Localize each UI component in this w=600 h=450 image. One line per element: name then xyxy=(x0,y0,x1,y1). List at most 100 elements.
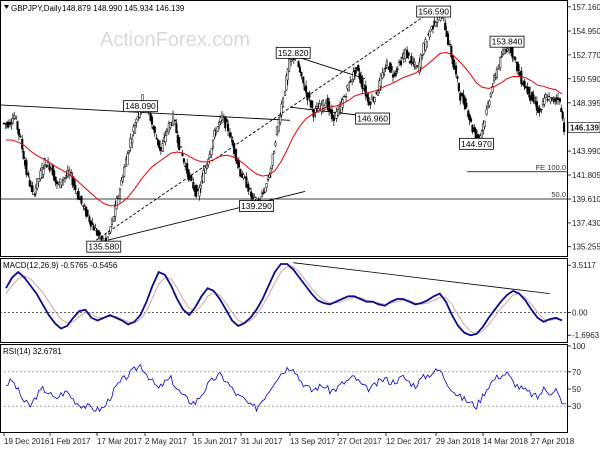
candle xyxy=(550,97,553,100)
price-annotation-box xyxy=(275,46,311,59)
candle xyxy=(153,126,156,134)
candle xyxy=(532,94,535,103)
candle xyxy=(15,117,18,120)
price-axis-label: 148.395 xyxy=(572,99,600,108)
candle xyxy=(343,96,346,98)
candle xyxy=(415,65,418,70)
candle xyxy=(364,85,367,97)
candle xyxy=(385,60,388,66)
candle xyxy=(31,185,34,192)
candle xyxy=(233,143,236,155)
candle xyxy=(263,191,266,193)
candle xyxy=(495,69,498,78)
candle xyxy=(43,158,46,165)
candle xyxy=(544,93,547,99)
candle xyxy=(115,198,118,210)
candle xyxy=(470,118,473,122)
price-axis-label: 139.610 xyxy=(572,195,600,204)
price-panel-frame xyxy=(0,0,568,257)
candle xyxy=(535,101,538,111)
price-axis-label: 141.805 xyxy=(572,171,600,180)
candle xyxy=(237,161,240,168)
candle xyxy=(391,74,395,78)
current-price-box xyxy=(567,122,600,133)
candle xyxy=(483,120,486,127)
candle xyxy=(218,121,221,126)
candle xyxy=(381,72,384,79)
candle xyxy=(369,101,372,105)
candle xyxy=(86,209,89,217)
price-annotation-box xyxy=(86,240,122,253)
candle xyxy=(506,48,509,52)
axis-layer: 157.160 154.950 152.770 150.590 148.395 146.1… xyxy=(3,3,600,446)
candle xyxy=(131,138,134,144)
candle xyxy=(173,120,177,122)
rsi-line xyxy=(5,363,567,413)
candle xyxy=(376,90,380,96)
candle xyxy=(548,95,551,97)
rsi-axis-label: 100 xyxy=(572,342,586,351)
candle xyxy=(228,132,232,138)
macd-line xyxy=(5,263,563,337)
macd-panel-frame xyxy=(0,258,568,343)
candle xyxy=(345,96,348,98)
candle xyxy=(149,112,152,121)
candle xyxy=(92,225,95,231)
candle xyxy=(127,150,130,153)
candle xyxy=(407,52,410,57)
candle xyxy=(468,114,471,121)
candle xyxy=(260,193,263,198)
candle xyxy=(489,93,492,98)
price-layer: FE 100.0 50.0 156.590 153.840 152.820 148.090… xyxy=(0,5,567,253)
candle xyxy=(273,150,276,154)
time-axis-label: 17 Mar 2017 xyxy=(97,437,142,446)
candle xyxy=(488,100,491,106)
macd-axis-label: 0.00 xyxy=(572,308,588,317)
candle xyxy=(54,176,57,183)
candle xyxy=(7,121,10,128)
candle xyxy=(210,148,213,155)
candle xyxy=(63,177,67,179)
candle xyxy=(349,80,352,83)
candle xyxy=(49,168,52,171)
price-annotation: 139.290 xyxy=(241,201,272,211)
time-axis-label: 1 Feb 2017 xyxy=(50,437,91,446)
candle xyxy=(74,184,77,191)
candle xyxy=(404,49,407,60)
candle xyxy=(196,188,199,191)
candle xyxy=(159,147,162,151)
candle xyxy=(114,204,117,217)
candle xyxy=(444,22,447,31)
collapse-triangle-icon xyxy=(4,5,9,9)
candle xyxy=(271,153,274,166)
price-axis-label: 150.590 xyxy=(572,75,600,84)
macd-signal-line xyxy=(5,266,563,335)
candle xyxy=(175,123,178,133)
candle xyxy=(25,160,28,175)
candle xyxy=(239,168,242,177)
candle xyxy=(471,124,474,133)
time-axis-label: 31 Jul 2017 xyxy=(241,437,283,446)
candle xyxy=(126,153,129,166)
candle xyxy=(308,92,311,98)
rsi-axis-label: 50 xyxy=(572,385,581,394)
macd-axis-label: 3.5117 xyxy=(572,261,596,270)
candle xyxy=(112,216,115,222)
candle xyxy=(247,184,250,192)
candle xyxy=(36,178,39,189)
candle xyxy=(357,64,360,71)
time-axis-label: 13 Sep 2017 xyxy=(290,437,336,446)
candle xyxy=(283,90,287,96)
candle xyxy=(22,151,25,160)
time-axis-label: 15 Jun 2017 xyxy=(193,437,238,446)
candle xyxy=(448,43,451,46)
candle xyxy=(129,138,132,148)
price-annotation: 156.590 xyxy=(418,7,449,17)
candle xyxy=(456,76,459,79)
price-header: GBPJPY,Daily 148.879 148.990 145.934 146… xyxy=(4,4,185,13)
candle xyxy=(123,166,126,177)
candle xyxy=(393,72,396,77)
candle xyxy=(205,163,208,169)
candle xyxy=(422,43,425,55)
candle xyxy=(431,25,435,29)
